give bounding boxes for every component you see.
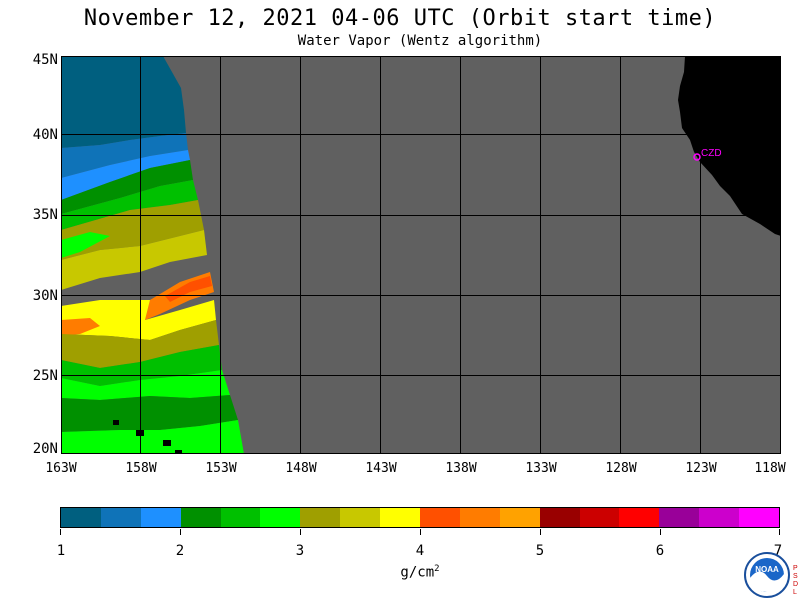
swath-band-light-blue xyxy=(61,150,190,200)
swath-band-khaki xyxy=(61,230,207,290)
colorbar-swatch xyxy=(100,508,141,527)
colorbar-label-3: 3 xyxy=(295,543,305,559)
colorbar-swatch xyxy=(420,508,460,527)
colorbar-swatch xyxy=(579,508,620,527)
colorbar-tick xyxy=(540,529,541,535)
colorbar-swatch xyxy=(340,508,381,527)
lon-label-163w: 163W xyxy=(45,461,77,476)
lon-label-153w: 153W xyxy=(205,461,237,476)
island-1 xyxy=(113,420,119,425)
swath-band-mid-green xyxy=(61,180,198,230)
swath-band-green-lower xyxy=(61,395,238,432)
colorbar-swatch xyxy=(140,508,181,527)
colorbar-swatch xyxy=(300,508,341,527)
lon-label-118w: 118W xyxy=(754,461,786,476)
lat-label-25n: 25N xyxy=(32,368,58,384)
colorbar-tick xyxy=(180,529,181,535)
colorbar-swatch xyxy=(61,508,101,527)
island-3 xyxy=(163,440,171,446)
station-label: CZD xyxy=(701,148,722,159)
colorbar-tick xyxy=(60,529,61,535)
colorbar-label-6: 6 xyxy=(655,543,665,559)
land-north-america xyxy=(678,56,781,236)
lon-label-158w: 158W xyxy=(125,461,157,476)
colorbar-swatch xyxy=(220,508,261,527)
lon-label-143w: 143W xyxy=(365,461,397,476)
island-4 xyxy=(175,450,182,454)
colorbar-label-4: 4 xyxy=(415,543,425,559)
station-circle xyxy=(693,153,701,161)
lon-label-138w: 138W xyxy=(445,461,477,476)
colorbar-swatch xyxy=(699,508,740,527)
units-exponent: 2 xyxy=(434,564,440,574)
side-letter: L xyxy=(793,589,797,596)
swath-band-orange-left xyxy=(61,318,100,336)
colorbar-label-1: 1 xyxy=(56,543,66,559)
swath-band-yellow xyxy=(61,300,216,340)
graticule xyxy=(61,56,781,454)
colorbar-label-2: 2 xyxy=(175,543,185,559)
side-letter: D xyxy=(793,581,798,588)
colorbar-swatch xyxy=(499,508,540,527)
lat-label-20n: 20N xyxy=(32,441,58,457)
colorbar-swatch xyxy=(180,508,221,527)
lon-label-123w: 123W xyxy=(685,461,717,476)
colorbar-swatch xyxy=(380,508,421,527)
colorbar-tick xyxy=(660,529,661,535)
colorbar-label-7: 7 xyxy=(773,543,783,559)
map-title: November 12, 2021 04-06 UTC (Orbit start… xyxy=(83,6,717,31)
lat-label-35n: 35N xyxy=(32,207,58,223)
lon-label-128w: 128W xyxy=(605,461,637,476)
lon-label-148w: 148W xyxy=(285,461,317,476)
colorbar-tick xyxy=(300,529,301,535)
logo-text: NOAA xyxy=(755,565,779,574)
colorbar-tick xyxy=(420,529,421,535)
lat-label-40n: 40N xyxy=(32,127,58,143)
colorbar-swatch xyxy=(260,508,301,527)
colorbar-swatch xyxy=(459,508,500,527)
map-subtitle: Water Vapor (Wentz algorithm) xyxy=(297,33,543,49)
colorbar-units: g/cm2 xyxy=(360,564,480,581)
colorbar-swatch xyxy=(739,508,780,527)
swath-band-bright-green xyxy=(61,370,230,400)
swath-band-bright-green-bottom xyxy=(61,420,244,454)
swath-band-green xyxy=(61,160,193,214)
lat-label-30n: 30N xyxy=(32,288,58,304)
swath-band-bright-green-a xyxy=(61,232,110,258)
lon-label-133w: 133W xyxy=(525,461,557,476)
station-czd-marker: CZD xyxy=(693,148,722,161)
colorbar-swatch xyxy=(659,508,700,527)
colorbar-label-5: 5 xyxy=(535,543,545,559)
colorbar xyxy=(60,507,780,528)
noaa-logo: NOAA xyxy=(744,552,790,598)
swath-band-blue xyxy=(61,133,188,178)
psd-letters: P S D L xyxy=(793,565,798,596)
colorbar-swatch xyxy=(539,508,580,527)
swath-band-dark-blue xyxy=(61,56,186,148)
colorbar-swatch xyxy=(619,508,660,527)
colorbar-tick xyxy=(779,529,780,535)
side-letter: P xyxy=(793,565,798,572)
lat-label-45n: 45N xyxy=(32,52,58,68)
side-letter: S xyxy=(793,573,798,580)
units-text: g/cm xyxy=(400,564,435,581)
